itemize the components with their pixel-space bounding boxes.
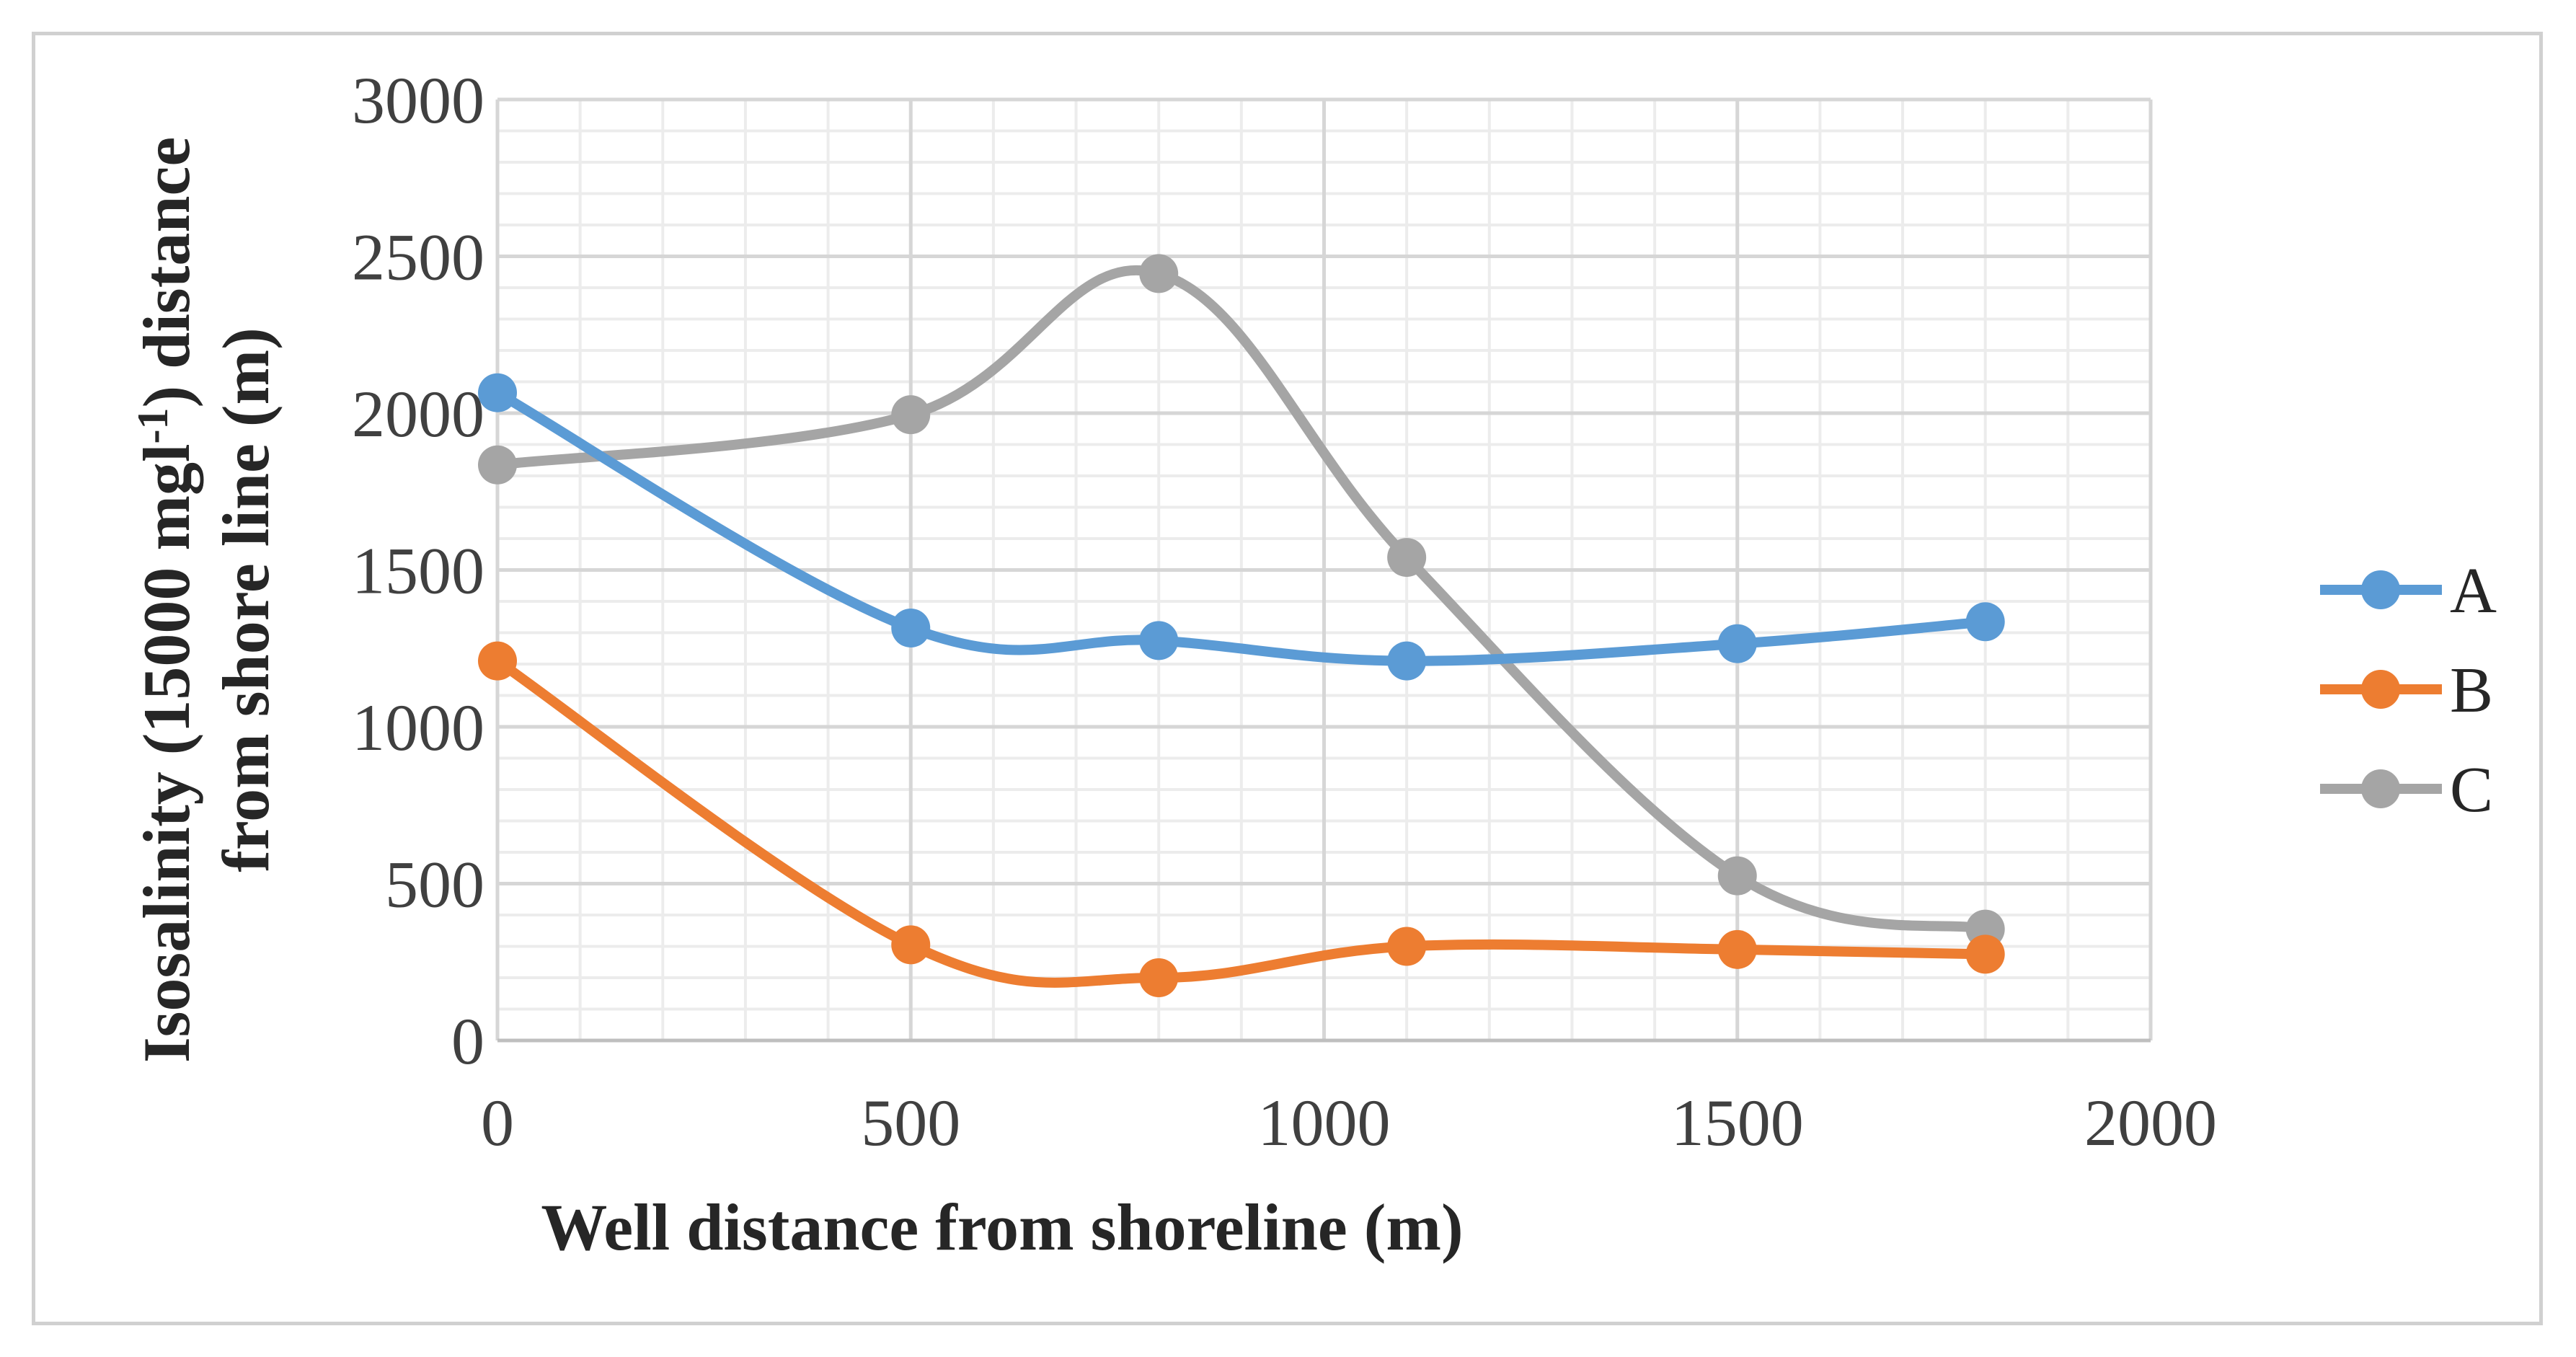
legend-item-b: B (2320, 655, 2493, 726)
y-tick-label: 1000 (352, 691, 484, 764)
legend-marker (2361, 570, 2400, 609)
data-point-c (478, 445, 517, 485)
data-point-c (1387, 538, 1427, 578)
legend: ABC (2320, 555, 2497, 826)
data-point-b (478, 641, 517, 681)
x-tick-label: 0 (481, 1086, 514, 1159)
data-point-a (1717, 624, 1757, 663)
y-axis-title-suffix: ) distance (130, 137, 203, 408)
legend-label: A (2450, 555, 2497, 627)
y-axis-title-prefix: Isosalinity (15000 mgl (130, 443, 203, 1063)
x-axis-ticks: 0 500 1000 1500 2000 (481, 1086, 2217, 1159)
major-gridlines (495, 97, 2153, 1040)
y-tick-label: 2000 (352, 377, 484, 451)
y-axis-title-line-1: Isosalinity (15000 mgl-1) distance (129, 137, 203, 1063)
y-tick-label: 0 (451, 1004, 484, 1078)
y-tick-label: 1500 (352, 534, 484, 608)
x-tick-label: 500 (861, 1086, 960, 1159)
legend-item-a: A (2320, 555, 2497, 627)
x-tick-label: 1500 (1671, 1086, 1804, 1159)
legend-label: B (2450, 655, 2493, 726)
x-tick-label: 2000 (2084, 1086, 2217, 1159)
x-axis-title: Well distance from shoreline (m) (541, 1190, 1463, 1264)
data-point-a (1965, 602, 2005, 642)
legend-marker (2361, 769, 2400, 808)
data-point-a (478, 373, 517, 412)
data-point-a (1387, 641, 1427, 681)
data-point-c (1717, 856, 1757, 896)
y-axis-title-superscript: -1 (129, 407, 177, 443)
x-tick-label: 1000 (1258, 1086, 1391, 1159)
data-point-b (1387, 927, 1427, 966)
y-tick-label: 500 (385, 848, 484, 921)
legend-label: C (2450, 754, 2493, 826)
data-point-a (891, 608, 931, 647)
chart-frame (32, 32, 2543, 1325)
data-point-b (1965, 934, 2005, 974)
y-axis-title-line-2: from shore line (m) (209, 327, 283, 872)
y-tick-label: 2500 (352, 221, 484, 294)
data-point-b (1139, 958, 1179, 997)
data-point-c (891, 395, 931, 435)
y-axis-ticks: 0 500 1000 1500 2000 2500 3000 (352, 63, 484, 1078)
y-tick-label: 3000 (352, 63, 484, 137)
legend-item-c: C (2320, 754, 2493, 826)
legend-marker (2361, 670, 2400, 709)
series-markers (478, 254, 2005, 997)
data-point-a (1139, 621, 1179, 660)
data-point-c (1139, 254, 1179, 293)
data-point-b (1717, 929, 1757, 969)
data-point-b (891, 925, 931, 965)
